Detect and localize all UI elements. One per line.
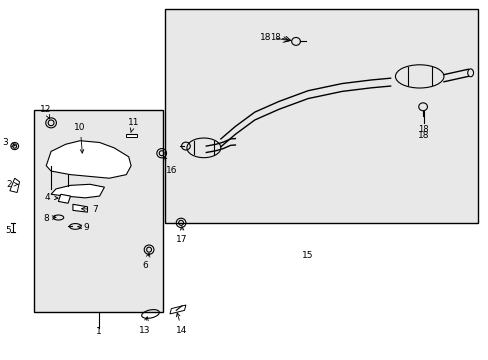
Text: 6: 6 [142,253,150,270]
Bar [126,134,137,137]
Text: 4: 4 [44,193,58,202]
Polygon shape [58,194,70,203]
Text: 10: 10 [74,123,86,153]
Text: 18: 18 [260,33,271,42]
Text: 18: 18 [269,33,280,42]
Text: 1: 1 [96,327,102,336]
Text: 8: 8 [43,214,56,223]
Text: 13: 13 [138,317,150,335]
Polygon shape [51,184,104,198]
Polygon shape [169,305,185,314]
Text: 16: 16 [163,157,177,175]
Text: 9: 9 [78,222,89,231]
Text: 18: 18 [417,131,428,140]
Text: 14: 14 [176,313,187,335]
Text: 11: 11 [127,118,139,132]
Polygon shape [46,141,131,178]
Text: 18: 18 [417,125,427,134]
Text: 3: 3 [2,138,15,147]
Polygon shape [10,178,20,193]
Text: 12: 12 [40,105,51,119]
Text: 17: 17 [176,226,187,244]
Text: 2: 2 [7,180,18,189]
Text: 7: 7 [81,205,98,214]
Bar [165,9,477,223]
Bar [34,111,163,312]
Polygon shape [73,204,87,212]
Text: 15: 15 [302,251,313,260]
Text: 5: 5 [5,226,11,235]
